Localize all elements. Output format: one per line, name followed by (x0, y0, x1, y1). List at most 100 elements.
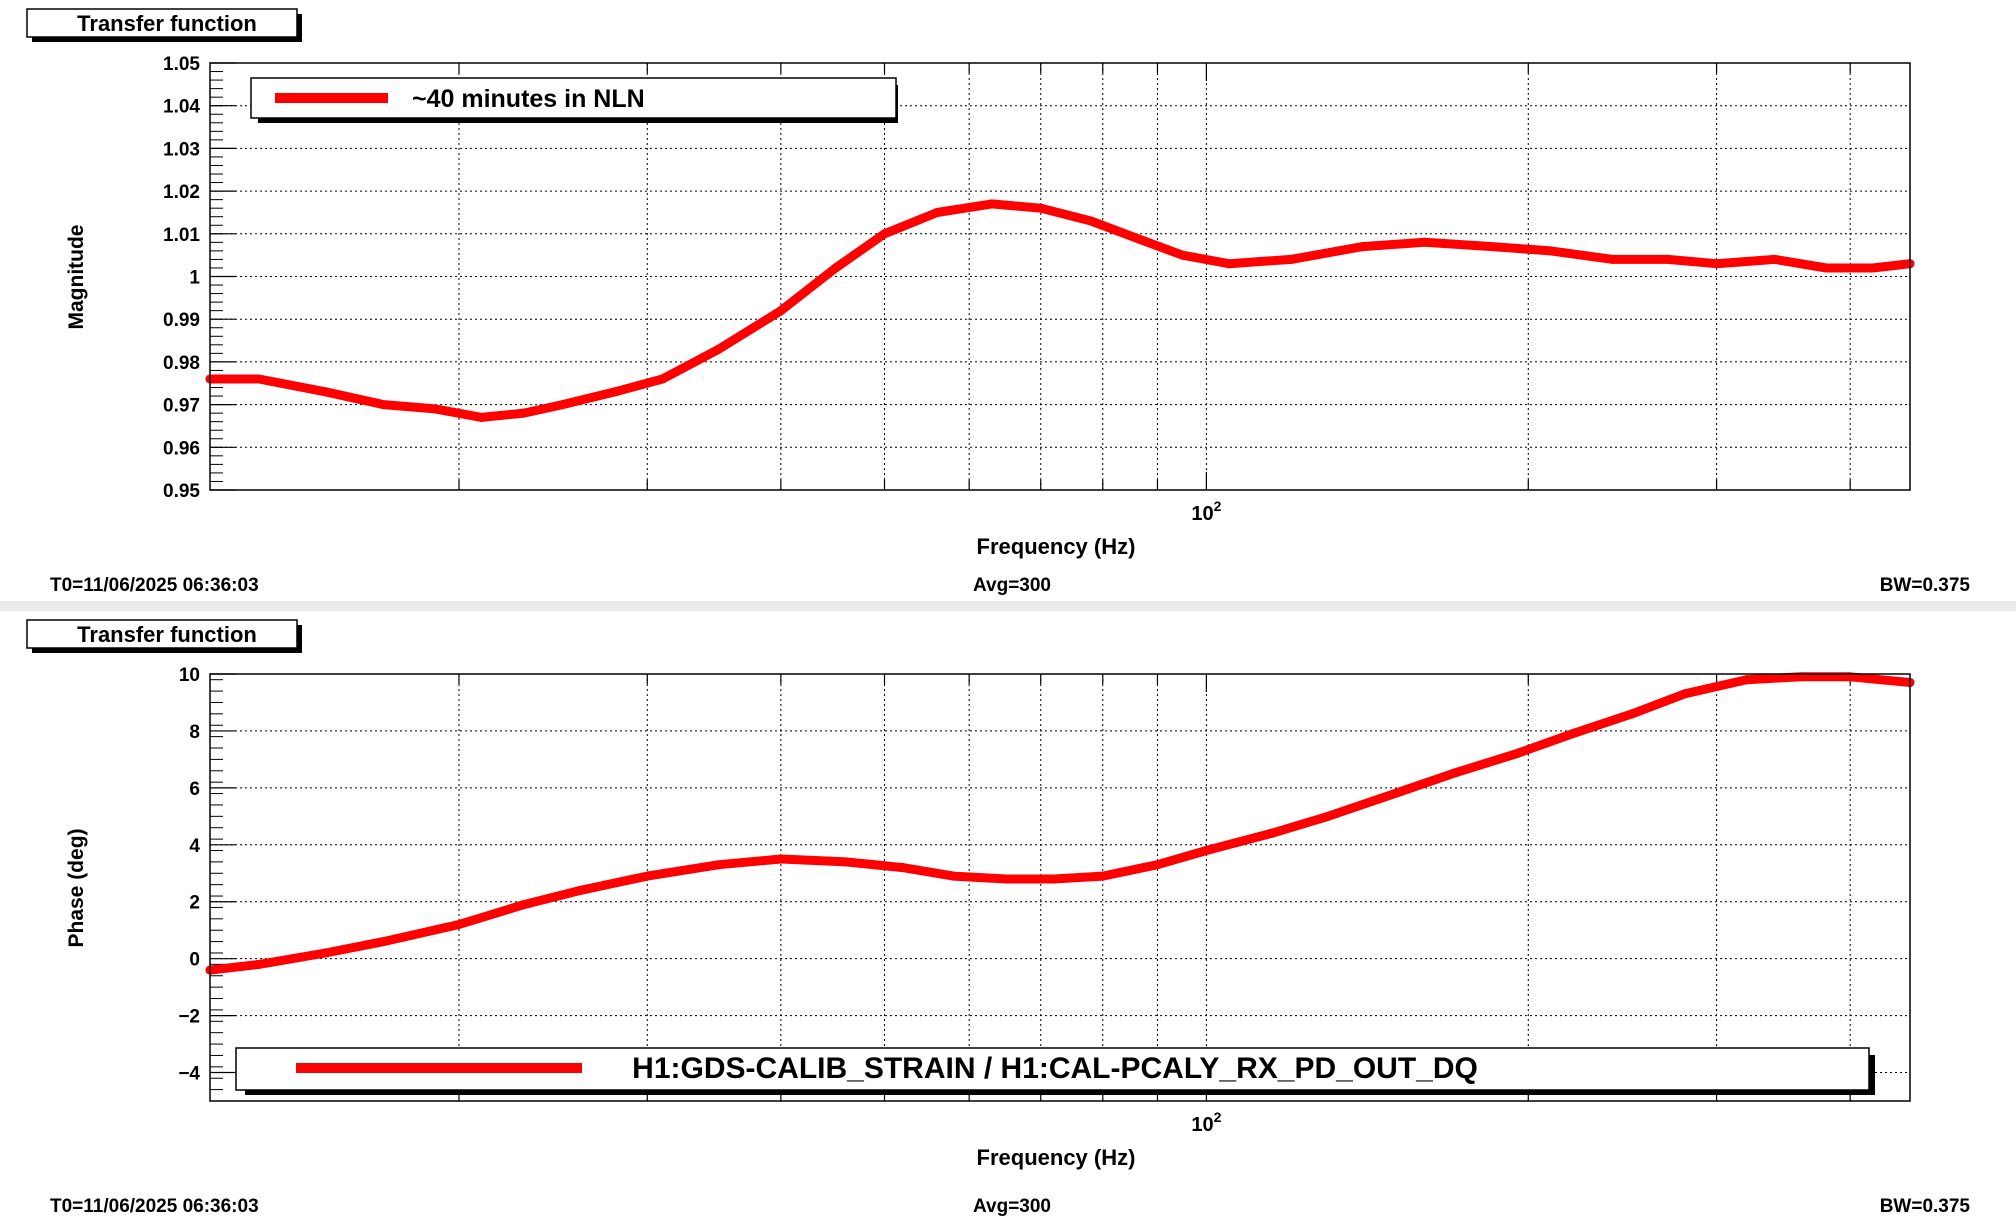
data-point (1487, 242, 1497, 252)
data-point (1224, 259, 1234, 269)
data-point (1086, 216, 1096, 226)
x-tick-label-exponent: 2 (1214, 1109, 1222, 1125)
data-point (430, 404, 440, 414)
y-tick-label: 1.01 (163, 225, 200, 246)
footer-bw: BW=0.375 (1880, 1196, 1971, 1217)
series-line (205, 672, 1915, 975)
data-point (1049, 874, 1059, 884)
legend-label: H1:GDS-CALIB_STRAIN / H1:CAL-PCALY_RX_PD… (632, 1052, 1478, 1085)
data-point (841, 857, 851, 867)
data-point (1663, 254, 1673, 264)
y-tick-label: 0.99 (163, 310, 200, 331)
data-point (714, 860, 724, 870)
data-point (254, 374, 264, 384)
footer-bw: BW=0.375 (1880, 575, 1971, 596)
data-point (932, 208, 942, 217)
data-point (831, 263, 841, 273)
plot-title: Transfer function (77, 11, 257, 36)
x-tick-label: 102 (1191, 498, 1221, 525)
y-tick-label: 4 (189, 836, 200, 857)
data-point (1036, 203, 1046, 213)
data-point (880, 229, 889, 239)
data-point (1178, 250, 1188, 260)
data-point (576, 885, 586, 895)
data-point (477, 412, 487, 422)
y-tick-label: 2 (189, 893, 200, 914)
plot-frame (209, 62, 1911, 491)
data-point (898, 863, 908, 873)
title-box (26, 8, 298, 38)
data-point (642, 871, 652, 881)
magnitude-plot: Transfer function 102 0.95 0.96 0.97 0.98 0.9… (26, 8, 1971, 596)
magnitude-panel: Transfer function 102 0.95 0.96 0.97 0.98 0.9… (0, 0, 2016, 601)
data-point (1266, 828, 1276, 838)
data-point (1358, 242, 1368, 252)
data-point (1390, 789, 1400, 799)
data-point (1821, 263, 1831, 273)
y-tick-label: 0.95 (163, 481, 200, 502)
x-tick-label: 102 (1191, 1109, 1221, 1136)
footer-avg: Avg=300 (973, 1196, 1051, 1217)
y-tick-label: 1.04 (163, 97, 200, 118)
plot-frame (209, 673, 1911, 1102)
data-point (254, 959, 264, 969)
data-point (320, 948, 330, 958)
data-point (1131, 233, 1141, 243)
data-point (1153, 860, 1162, 870)
y-tick-label: 1.05 (163, 54, 200, 75)
data-point (1098, 871, 1108, 881)
data-point (1568, 729, 1577, 739)
y-tick-label: 1.02 (163, 182, 200, 203)
data-point (558, 400, 568, 410)
data-point (714, 344, 724, 354)
phase-plot: Transfer function 102 −4 −2 0 2 4 6 8 10 Frequen… (26, 619, 1971, 1217)
data-point (658, 374, 667, 384)
data-point (776, 854, 786, 864)
data-point (610, 387, 620, 397)
data-point (987, 199, 997, 209)
y-tick-label: 1.03 (163, 139, 200, 160)
x-axis-label: Frequency (Hz) (977, 1145, 1136, 1170)
data-point (1742, 675, 1751, 685)
data-point (1770, 254, 1780, 264)
y-tick-label: −2 (178, 1007, 200, 1028)
data-point (519, 900, 529, 910)
x-tick-label-exponent: 2 (1214, 498, 1222, 514)
data-point (1448, 769, 1458, 779)
y-tick-label: −4 (178, 1064, 200, 1085)
data-point (1512, 749, 1521, 759)
data-point (776, 306, 786, 316)
x-axis-label: Frequency (Hz) (977, 534, 1136, 559)
data-point (1608, 254, 1618, 264)
data-point (1712, 259, 1722, 269)
y-axis-label: Magnitude (65, 225, 88, 330)
y-tick-label: 0.96 (163, 438, 200, 459)
series-line (205, 199, 1915, 422)
data-point (1001, 874, 1011, 884)
data-point (379, 937, 388, 947)
data-point (1323, 811, 1333, 821)
y-tick-label: 8 (189, 722, 200, 743)
data-point (320, 387, 330, 397)
title-box (26, 619, 298, 649)
y-tick-label: 6 (189, 779, 200, 800)
footer-avg: Avg=300 (973, 575, 1051, 596)
data-point (1420, 237, 1430, 247)
phase-panel: Transfer function 102 −4 −2 0 2 4 6 8 10 Frequen… (0, 611, 2016, 1222)
data-point (1868, 263, 1878, 273)
data-point (1627, 709, 1637, 719)
data-point (1546, 246, 1556, 256)
legend-label: ~40 minutes in NLN (412, 85, 645, 113)
data-point (1680, 689, 1689, 699)
plot-title: Transfer function (77, 622, 257, 647)
data-point (948, 871, 958, 881)
y-axis-label: Phase (deg) (65, 828, 88, 947)
data-point (454, 920, 464, 929)
data-point (1201, 846, 1211, 855)
footer-t0: T0=11/06/2025 06:36:03 (50, 1196, 259, 1217)
data-point (379, 400, 388, 410)
y-tick-label: 1 (189, 268, 200, 289)
y-tick-label: 0.97 (163, 396, 200, 417)
y-tick-label: 0 (189, 950, 200, 971)
y-tick-label: 0.98 (163, 353, 200, 374)
